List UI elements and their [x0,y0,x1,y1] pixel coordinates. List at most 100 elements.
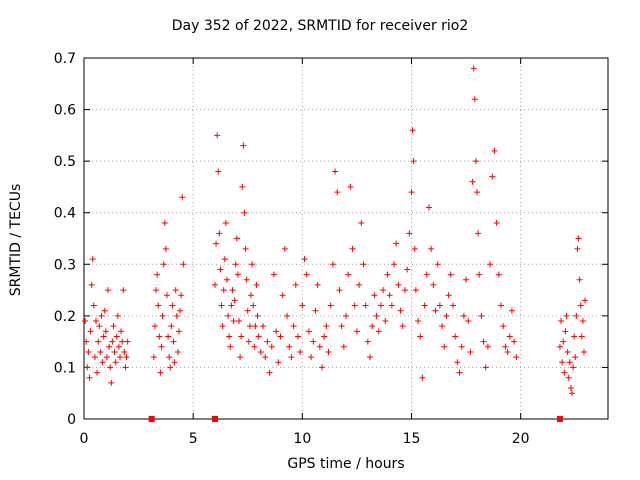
data-point [495,271,502,278]
data-point [412,287,419,294]
data-point [241,209,248,216]
data-point [237,354,244,361]
data-point [153,287,160,294]
data-points [82,65,589,397]
data-point [120,287,127,294]
data-point [493,220,500,227]
y-tick-label: 0.1 [54,360,76,376]
data-point [563,312,570,319]
y-tick-label: 0.3 [54,257,76,273]
axes [83,57,609,420]
data-point [458,343,465,350]
data-point [323,323,330,330]
data-point [491,147,498,154]
x-tick-label: 10 [293,431,311,447]
data-point [292,281,299,288]
data-point [349,245,356,252]
data-point [250,302,257,309]
data-point [469,178,476,185]
data-point [447,271,454,278]
data-point [449,302,456,309]
y-tick-label: 0.2 [54,309,76,325]
data-point [504,348,511,355]
data-point [157,369,164,376]
data-point [578,333,585,340]
data-point [391,261,398,268]
data-point [111,348,118,355]
data-point [470,65,477,72]
data-point [175,328,182,335]
zero-marker [212,416,218,422]
data-point [465,318,472,325]
data-point [321,333,328,340]
data-point [89,256,96,263]
data-point [225,312,232,319]
data-point [417,333,424,340]
data-point [401,287,408,294]
data-point [102,328,109,335]
data-point [373,312,380,319]
data-point [487,261,494,268]
data-point [168,323,175,330]
data-point [404,266,411,273]
data-point [277,333,284,340]
data-point [566,359,573,366]
data-point [253,281,260,288]
data-point [386,292,393,299]
data-point [511,338,518,345]
data-point [169,302,176,309]
data-point [572,354,579,361]
data-point [262,354,269,361]
x-tick-label: 20 [512,431,530,447]
data-point [163,292,170,299]
data-point [96,323,103,330]
data-point [574,245,581,252]
data-point [171,359,178,366]
data-point [216,230,223,237]
data-point [170,338,177,345]
chart-title: Day 352 of 2022, SRMTID for receiver rio… [171,18,469,34]
data-point [460,312,467,319]
y-tick-label: 0 [67,412,76,428]
data-point [156,333,163,340]
data-point [222,220,229,227]
data-point [230,318,237,325]
data-point [484,343,491,350]
data-point [234,271,241,278]
data-point [419,374,426,381]
data-point [273,328,280,335]
data-point [577,302,584,309]
data-point [371,292,378,299]
data-point [360,261,367,268]
data-point [160,261,167,268]
data-point [564,348,571,355]
data-point [408,189,415,196]
data-point [82,318,89,325]
data-point [246,323,253,330]
data-point [367,354,374,361]
data-point [154,271,161,278]
data-point [561,369,568,376]
data-point [345,271,352,278]
data-point [562,328,569,335]
data-point [251,343,258,350]
data-point [236,318,243,325]
data-point [579,318,586,325]
data-point [436,302,443,309]
data-point [109,338,116,345]
data-point [86,374,93,381]
data-point [220,287,227,294]
data-point [218,302,225,309]
data-point [172,287,179,294]
y-tick-label: 0.7 [54,51,76,67]
x-axis-label: GPS time / hours [287,456,405,472]
data-point [224,276,231,283]
data-point [580,348,587,355]
data-point [576,276,583,283]
data-point [90,302,97,309]
data-point [103,354,110,361]
data-point [228,302,235,309]
data-point [415,318,422,325]
data-point [364,338,371,345]
data-point [245,338,252,345]
